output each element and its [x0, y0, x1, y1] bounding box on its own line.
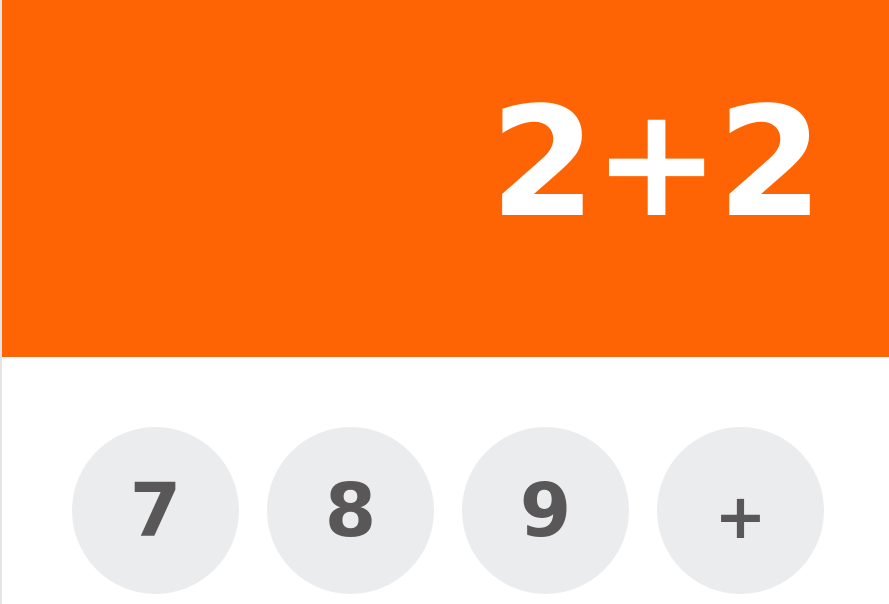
key-7-button[interactable]: 7 — [72, 427, 239, 594]
calculator-display: 2+2 — [2, 0, 889, 357]
key-8-button[interactable]: 8 — [267, 427, 434, 594]
key-9-button[interactable]: 9 — [462, 427, 629, 594]
display-expression: 2+2 — [490, 74, 823, 251]
keypad: 7 8 9 + — [2, 357, 889, 604]
key-8-label: 8 — [324, 467, 377, 554]
plus-button[interactable]: + — [657, 427, 824, 594]
key-7-label: 7 — [129, 467, 182, 554]
key-9-label: 9 — [519, 467, 572, 554]
plus-label: + — [714, 479, 767, 553]
